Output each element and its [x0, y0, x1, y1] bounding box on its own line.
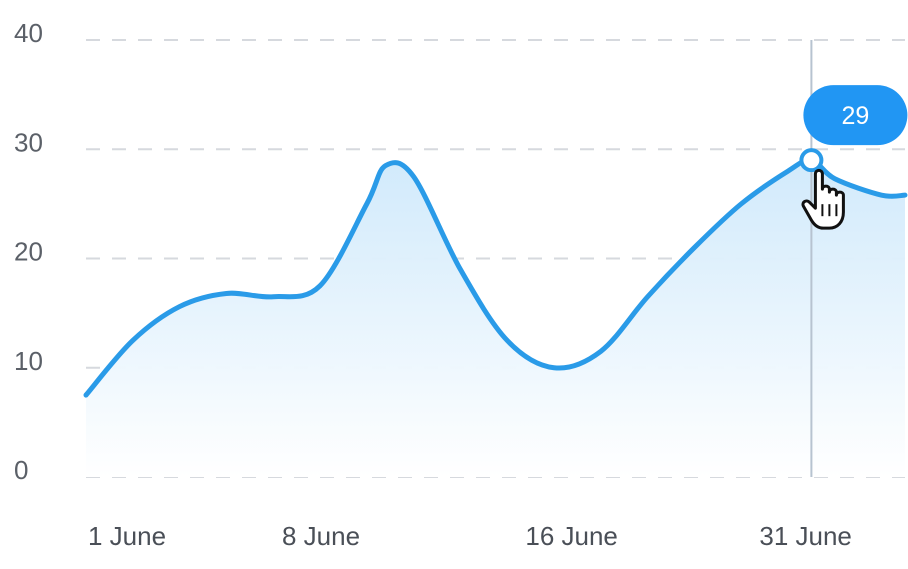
y-tick-label: 0 [14, 455, 28, 485]
x-tick-label: 1 June [88, 521, 166, 551]
y-tick-label: 20 [14, 237, 43, 267]
highlight-point[interactable] [801, 150, 821, 170]
series-area [86, 160, 905, 477]
x-tick-label: 31 June [759, 521, 852, 551]
y-axis-ticks: 0 10 20 30 40 [14, 18, 43, 485]
x-tick-label: 8 June [282, 521, 360, 551]
value-tooltip: 29 [803, 85, 907, 145]
y-tick-label: 30 [14, 127, 43, 157]
x-axis-ticks: 1 June 8 June 16 June 31 June [88, 521, 852, 551]
tooltip-value: 29 [841, 102, 869, 130]
x-tick-label: 16 June [525, 521, 618, 551]
y-tick-label: 40 [14, 18, 43, 48]
y-tick-label: 10 [14, 346, 43, 376]
